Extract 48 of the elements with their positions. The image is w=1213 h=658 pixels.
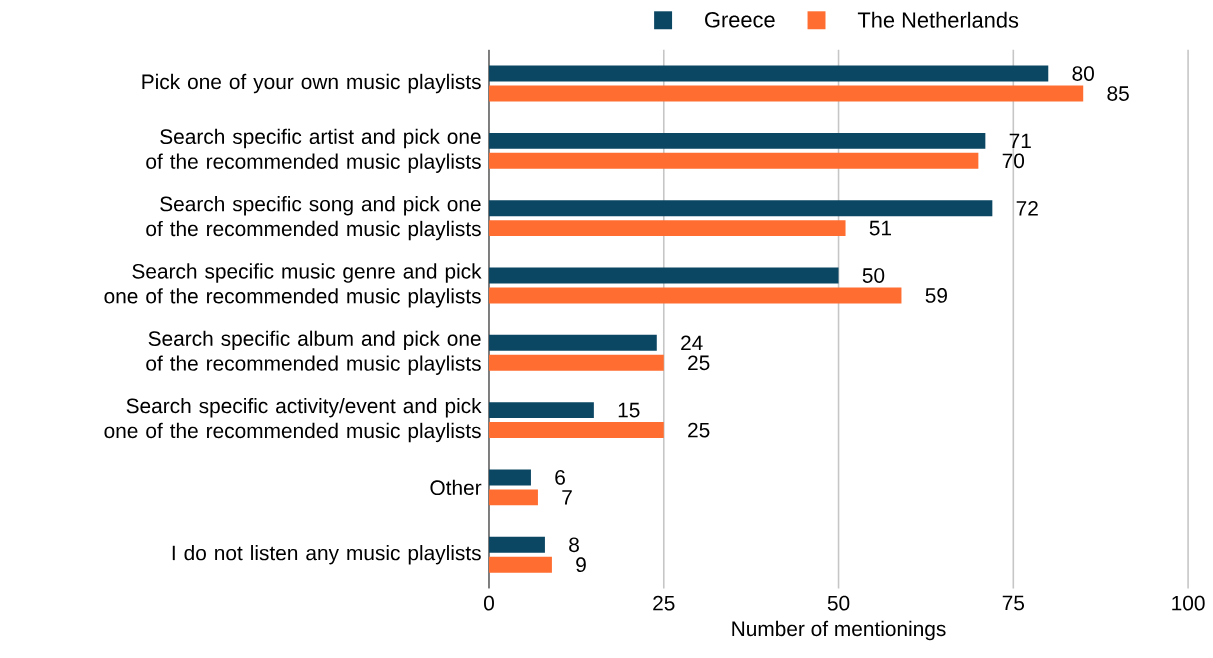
bar [489,354,664,371]
bar [489,132,986,149]
y-tick-label: Search specific music genre and pick one of the recommended music playlists [104,263,482,308]
bar [489,85,1084,102]
bar [489,220,846,237]
y-tick-label: I do not listen any music playlists [172,544,481,565]
x-axis-title: Number of mentionings [732,620,946,641]
bar [489,267,839,284]
data-label: 25 [688,422,710,438]
y-tick-label: Other [430,479,482,495]
data-label: 24 [681,335,703,350]
legend-label: The Netherlands [857,11,1019,28]
bar [489,536,545,553]
data-label: 59 [925,287,947,303]
data-label: 8 [569,537,579,553]
data-label: 72 [1016,200,1038,216]
y-tick-label: Pick one of your own music playlists [142,73,481,94]
data-label: 7 [562,490,572,505]
data-label: 9 [576,557,586,573]
data-label: 50 [862,268,885,283]
bar [489,334,657,351]
bar [489,422,664,438]
data-label: 85 [1107,86,1129,101]
bar [489,402,594,419]
bar [489,556,552,573]
data-label: 71 [1009,133,1031,148]
y-tick-label: Search specific artist and pick one of the recommended music playlists [146,128,481,173]
y-tick-label: Search specific activity/event and pick one of the recommended music playlists [104,397,482,443]
bar [489,489,538,506]
data-label: 80 [1072,66,1094,81]
legend-label: Greece [705,12,775,28]
data-label: 25 [688,355,710,371]
y-tick-label: Search specific album and pick one of the recommended music playlists [146,330,481,375]
x-tick-label: 75 [1002,595,1025,611]
x-tick-label: 25 [653,595,675,611]
bar [489,287,902,304]
bar [489,152,979,169]
data-label: 6 [555,469,565,485]
x-tick-label: 0 [484,595,494,611]
data-label: 51 [869,220,891,236]
bar [489,469,531,486]
x-tick-label: 100 [1172,595,1205,611]
data-label: 70 [1002,153,1025,169]
y-tick-label: Search specific song and pick one of the recommended music playlists [146,195,481,241]
bar [489,65,1049,82]
bar [489,200,993,217]
data-label: 15 [618,402,640,418]
x-tick-label: 50 [827,595,850,611]
